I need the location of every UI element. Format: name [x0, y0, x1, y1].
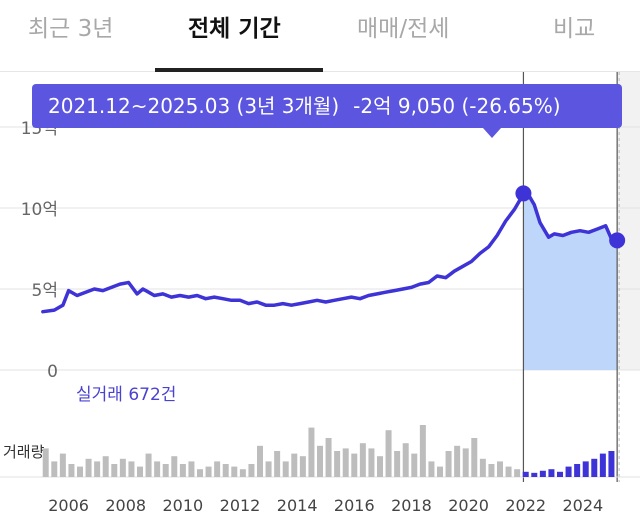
y-tick-label: 0 [47, 362, 58, 382]
volume-bar [188, 461, 195, 477]
x-tick-label: 2012 [220, 496, 261, 515]
volume-bar [265, 461, 272, 477]
volume-bar [137, 466, 143, 477]
period-tabs: 최근 3년 전체 기간 매매/전세 비교 [0, 0, 640, 72]
x-tick-label: 2016 [334, 496, 375, 515]
volume-bar [479, 458, 486, 477]
y-tick-label: 10억 [21, 200, 58, 220]
volume-bar [368, 448, 375, 477]
volume-bar [231, 466, 238, 477]
volume-bar [94, 461, 101, 477]
volume-bar [574, 464, 581, 477]
volume-bar [608, 451, 615, 477]
tab-recent-3y[interactable]: 최근 3년 [28, 16, 114, 42]
volume-bar [514, 469, 521, 477]
volume-bar [51, 461, 58, 477]
volume-bar [428, 461, 435, 477]
range-start-marker[interactable] [515, 185, 532, 202]
volume-bar [299, 456, 306, 477]
volume-bar [257, 445, 263, 477]
volume-bar [454, 445, 461, 477]
range-end-marker[interactable] [609, 232, 626, 249]
volume-bar [437, 466, 443, 477]
tooltip-pointer [483, 128, 501, 138]
volume-bar [145, 453, 152, 477]
volume-bar [522, 471, 529, 477]
volume-bar [308, 427, 315, 477]
volume-bar [154, 461, 161, 477]
volume-bar [317, 445, 323, 477]
range-tooltip: 2021.12~2025.03 (3년 3개월) -2억 9,050 (-26.6… [32, 84, 622, 128]
volume-bar [111, 464, 118, 477]
volume-bar [351, 453, 358, 477]
x-tick-label: 2020 [448, 496, 489, 515]
volume-bar [471, 438, 478, 477]
volume-bar [119, 458, 126, 477]
volume-bar [162, 464, 169, 477]
y-tick-label: 5억 [32, 281, 58, 301]
volume-bar [505, 466, 512, 477]
volume-bar [334, 451, 341, 477]
tooltip-change: -2억 9,050 (-26.65%) [353, 94, 561, 118]
volume-bar [197, 469, 203, 477]
volume-bar [274, 451, 281, 477]
volume-bar [548, 469, 555, 477]
volume-bar [419, 425, 426, 477]
volume-bar [214, 461, 221, 477]
volume-bar [565, 466, 572, 477]
volume-bar [359, 443, 366, 477]
volume-bar [282, 461, 289, 477]
volume-bar [342, 448, 349, 477]
volume-bar [497, 461, 503, 477]
volume-bar [239, 469, 246, 477]
volume-bar [68, 464, 75, 477]
x-tick-label: 2008 [105, 496, 146, 515]
volume-bar [402, 443, 409, 477]
volume-bar [205, 466, 212, 477]
volume-bar [102, 456, 109, 477]
trade-count-label: 실거래 672건 [76, 385, 176, 405]
x-tick-label: 2006 [48, 496, 89, 515]
volume-bar [445, 451, 452, 477]
tab-compare[interactable]: 비교 [553, 16, 596, 42]
volume-bar [462, 448, 469, 477]
x-tick-label: 2010 [162, 496, 203, 515]
volume-bar [385, 430, 392, 477]
volume-bar [488, 464, 495, 477]
volume-bar [248, 464, 255, 477]
volume-bar [531, 472, 538, 477]
x-tick-label: 2024 [562, 496, 603, 515]
volume-label: 거래량 [3, 443, 45, 461]
volume-bar [599, 453, 606, 477]
volume-bar [179, 464, 186, 477]
x-tick-label: 2014 [277, 496, 318, 515]
volume-bar [77, 466, 83, 477]
volume-bar [42, 448, 49, 477]
volume-bar [222, 464, 229, 477]
x-tick-label: 2022 [505, 496, 546, 515]
volume-bar [325, 438, 332, 477]
volume-bar [591, 458, 598, 477]
tooltip-period: 2021.12~2025.03 (3년 3개월) [48, 94, 340, 118]
tab-sale-jeonse[interactable]: 매매/전세 [357, 16, 450, 42]
volume-bar [377, 456, 383, 477]
future-region [617, 72, 640, 370]
volume-bar [539, 470, 546, 477]
volume-bar [394, 451, 401, 477]
volume-bar [557, 471, 563, 477]
volume-bar [128, 461, 135, 477]
volume-bar [411, 453, 418, 477]
volume-bar [59, 453, 66, 477]
volume-bar [85, 458, 92, 477]
x-tick-label: 2018 [391, 496, 432, 515]
volume-bar [582, 461, 589, 477]
volume-bar [171, 456, 178, 477]
tab-all-period[interactable]: 전체 기간 [188, 16, 281, 42]
volume-bar [291, 453, 298, 477]
active-tab-indicator [155, 68, 323, 72]
